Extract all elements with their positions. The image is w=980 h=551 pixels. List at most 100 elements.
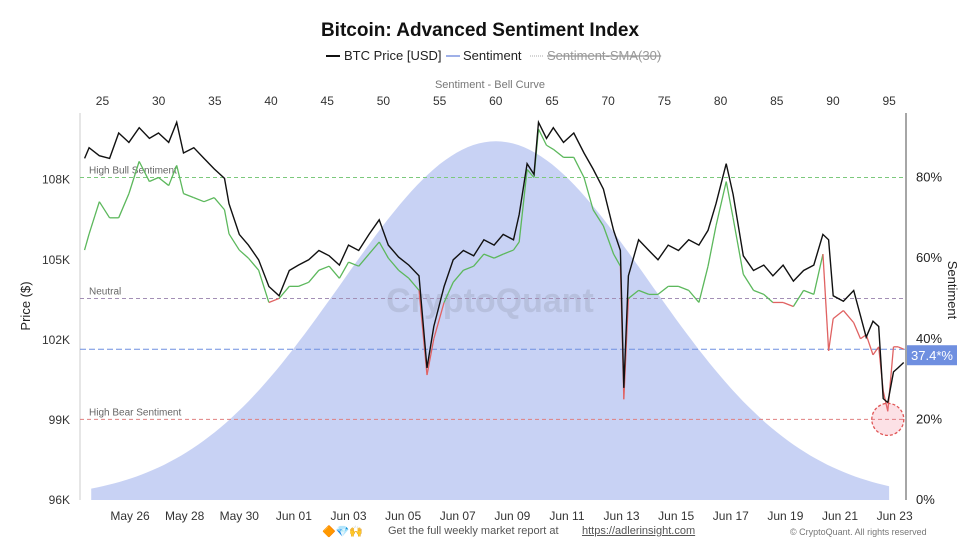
x-bottom-tick: Jun 03 [330, 509, 366, 523]
x-top-tick: 55 [433, 94, 447, 108]
sentiment-segment [433, 302, 445, 339]
y-left-tick: 102K [42, 333, 70, 347]
chart-title: Bitcoin: Advanced Sentiment Index [321, 20, 640, 41]
x-top-tick: 30 [152, 94, 166, 108]
sentiment-segment [463, 265, 474, 271]
left-axis-label: Price ($) [18, 281, 33, 330]
sentiment-segment [763, 293, 774, 303]
sentiment-segment [627, 289, 640, 299]
sentiment-segment [872, 346, 880, 356]
sentiment-segment [348, 261, 359, 267]
sentiment-segment [223, 209, 230, 235]
x-bottom-tick: Jun 07 [440, 509, 476, 523]
x-top-tick: 95 [882, 94, 896, 108]
x-top-tick: 40 [264, 94, 278, 108]
x-bottom-tick: Jun 09 [494, 509, 530, 523]
x-bottom-tick: May 28 [165, 509, 205, 523]
sentiment-segment [247, 257, 260, 271]
sentiment-segment [298, 281, 309, 287]
sentiment-segment [537, 128, 548, 146]
sentiment-segment [493, 253, 504, 259]
sentiment-segment [338, 261, 350, 279]
sentiment-segment [158, 176, 170, 187]
sentiment-segment [426, 338, 435, 376]
y-left-tick: 99K [49, 413, 70, 427]
sentiment-segment [443, 282, 454, 303]
footer-link[interactable]: https://adlerinsight.com [582, 525, 696, 537]
sentiment-segment [742, 273, 755, 291]
sentiment-segment [897, 346, 904, 350]
sentiment-segment [149, 176, 159, 183]
x-top-tick: 50 [377, 94, 391, 108]
sentiment-segment [512, 241, 520, 251]
sentiment-segment [526, 169, 535, 178]
sentiment-segment [398, 269, 410, 279]
sentiment-segment [827, 318, 834, 351]
bell-curve-area [91, 141, 890, 500]
sentiment-segment [176, 165, 185, 194]
x-top-tick: 90 [826, 94, 840, 108]
footer-emoji: 🔶💎🙌 [322, 526, 364, 538]
sentiment-segment [328, 265, 340, 279]
sentiment-segment [228, 233, 240, 251]
sentiment-segment [865, 334, 874, 356]
sentiment-segment [318, 265, 330, 271]
reference-line-label: Neutral [89, 286, 121, 297]
sentiment-segment [213, 197, 225, 211]
x-bottom-tick: Jun 05 [385, 509, 421, 523]
reference-line-label: High Bear Sentiment [89, 407, 181, 418]
sentiment-segment [183, 193, 195, 199]
x-bottom-tick: May 30 [220, 509, 260, 523]
x-bottom-tick: Jun 01 [276, 509, 312, 523]
sentiment-segment [138, 161, 150, 182]
reference-line-label: High Bull Sentiment [89, 166, 177, 177]
y-right-tick: 20% [916, 411, 942, 426]
y-right-tick: 80% [916, 170, 942, 185]
sentiment-segment [613, 253, 621, 267]
sentiment-segment [268, 297, 280, 304]
legend-item-sentiment[interactable]: Sentiment [446, 48, 522, 63]
y-left-tick: 105K [42, 253, 70, 267]
y-right-tick: 40% [916, 331, 942, 346]
sentiment-segment [707, 225, 717, 267]
sentiment-segment [715, 181, 727, 227]
sentiment-segment [546, 144, 554, 150]
current-sentiment-value: 37.4*% [911, 348, 953, 363]
sentiment-segment [725, 181, 734, 218]
sentiment-segment [203, 197, 215, 203]
legend-item-price[interactable]: BTC Price [USD] [326, 48, 442, 63]
current-sentiment-badge [907, 345, 957, 366]
sentiment-segment [813, 253, 824, 295]
x-bottom-tick: Jun 11 [549, 509, 584, 523]
x-bottom-tick: Jun 23 [877, 509, 913, 523]
sentiment-segment [452, 269, 464, 283]
sentiment-segment [238, 249, 249, 259]
x-top-tick: 75 [658, 94, 672, 108]
sentiment-segment [782, 301, 794, 308]
sentiment-segment [368, 241, 380, 255]
svg-text:BTC Price [USD]: BTC Price [USD] [344, 48, 442, 63]
sentiment-segment [552, 148, 564, 158]
x-top-tick: 25 [96, 94, 110, 108]
sentiment-segment [657, 285, 669, 295]
sentiment-segment [98, 201, 111, 219]
legend-item-sentiment-sma[interactable]: Sentiment-SMA(30) [530, 48, 661, 63]
x-top-tick: 65 [545, 94, 559, 108]
sentiment-segment [573, 157, 585, 178]
sentiment-segment [583, 177, 594, 210]
y-left-tick: 96K [49, 493, 70, 507]
sentiment-segment [638, 289, 650, 296]
x-bottom-tick: Jun 21 [822, 509, 858, 523]
x-bottom-tick: May 26 [110, 509, 150, 523]
sentiment-segment [387, 257, 400, 271]
right-axis-label: Sentiment [945, 261, 960, 320]
sentiment-segment [308, 269, 320, 283]
sentiment-segment [753, 289, 765, 296]
sentiment-segment [378, 241, 389, 259]
sentiment-segment [418, 290, 428, 376]
y-right-tick: 60% [916, 250, 942, 265]
sentiment-segment [853, 322, 862, 340]
sentiment-segment [83, 233, 90, 251]
x-top-tick: 85 [770, 94, 784, 108]
